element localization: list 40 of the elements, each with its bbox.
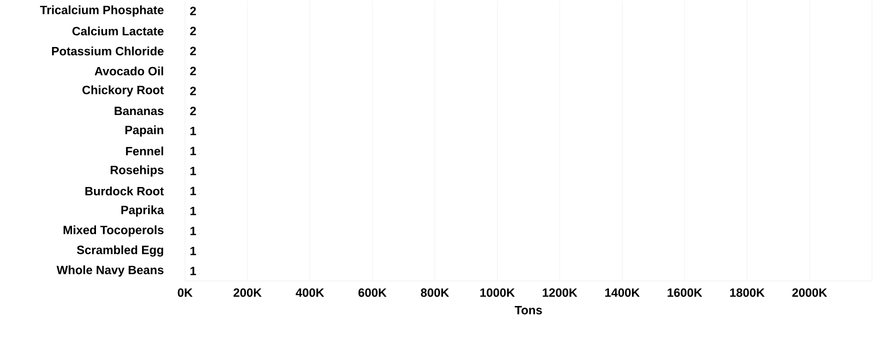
y-tick-label: Chickory Root bbox=[82, 85, 164, 97]
y-tick-label: Burdock Root bbox=[85, 186, 164, 196]
data-label: 1 bbox=[190, 266, 196, 276]
y-tick-label: Scrambled Egg bbox=[76, 245, 164, 257]
y-tick-label: Paprika bbox=[121, 205, 164, 217]
x-tick-label: 1000K bbox=[480, 288, 515, 297]
x-axis-title: Tons bbox=[514, 306, 542, 314]
y-tick-label: Whole Navy Beans bbox=[56, 265, 164, 277]
y-tick-label: Fennel bbox=[126, 146, 164, 156]
data-label: 1 bbox=[190, 186, 196, 196]
x-tick-label: 1400K bbox=[605, 288, 640, 297]
data-label: 1 bbox=[190, 166, 196, 176]
data-label: 1 bbox=[190, 246, 196, 256]
x-tick-label: 800K bbox=[420, 288, 450, 297]
data-label: 2 bbox=[190, 66, 196, 76]
y-tick-label: Papain bbox=[125, 125, 164, 137]
data-label: 2 bbox=[190, 26, 196, 36]
data-label: 2 bbox=[190, 106, 196, 116]
y-tick-label: Tricalcium Phosphate bbox=[40, 5, 164, 17]
x-tick-label: 1200K bbox=[542, 288, 578, 297]
x-tick-label: 600K bbox=[358, 288, 387, 297]
y-tick-label: Avocado Oil bbox=[94, 66, 164, 76]
y-tick-label: Rosehips bbox=[110, 165, 164, 177]
data-label: 2 bbox=[190, 46, 196, 56]
x-tick-label: 200K bbox=[234, 288, 262, 297]
y-tick-label: Potassium Chloride bbox=[52, 46, 164, 56]
y-tick-label: Bananas bbox=[114, 106, 164, 116]
x-tick-label: 1600K bbox=[668, 288, 702, 297]
x-tick-label: 0K bbox=[178, 288, 193, 297]
x-tick-label: 400K bbox=[296, 288, 324, 297]
y-tick-label: Mixed Tocoperols bbox=[64, 225, 164, 237]
data-label: 1 bbox=[190, 206, 196, 216]
data-label: 1 bbox=[190, 126, 196, 136]
data-label: 1 bbox=[190, 146, 196, 156]
data-label: 1 bbox=[190, 226, 196, 236]
x-tick-label: 2000K bbox=[792, 288, 828, 297]
data-label: 2 bbox=[190, 6, 196, 16]
y-tick-label: Calcium Lactate bbox=[72, 26, 164, 36]
data-label: 2 bbox=[190, 86, 196, 96]
x-tick-label: 1800K bbox=[730, 288, 765, 297]
